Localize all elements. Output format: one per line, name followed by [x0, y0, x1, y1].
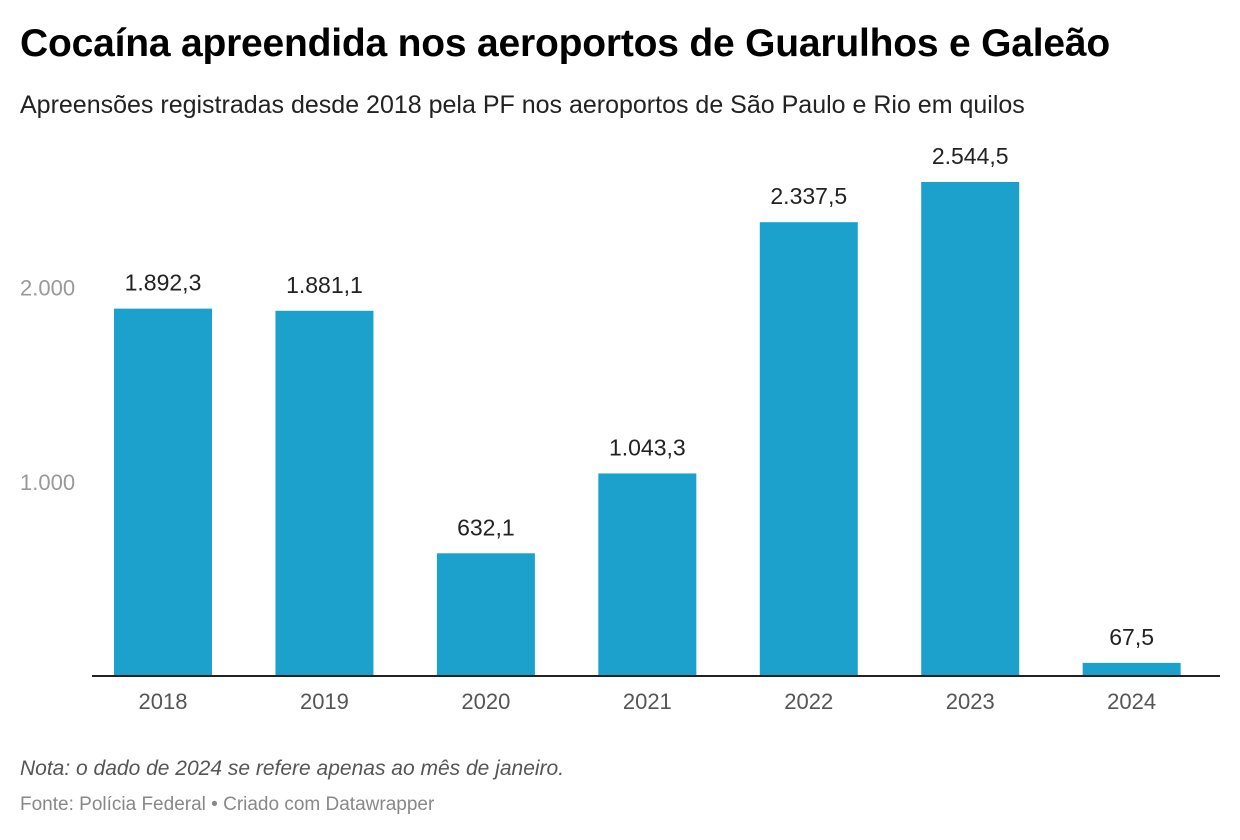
source-text: Fonte: Polícia Federal: [20, 794, 206, 815]
bar-2020[interactable]: [436, 553, 535, 676]
chart-source: Fonte: Polícia Federal • Criado com Data…: [20, 794, 434, 816]
x-tick-label: 2022: [784, 689, 833, 714]
x-tick-label: 2023: [946, 689, 995, 714]
data-label-2022: 2.337,5: [770, 183, 847, 209]
bar-2018[interactable]: [114, 308, 212, 676]
data-label-2018: 1.892,3: [125, 270, 202, 296]
datawrapper-credit-link[interactable]: Criado com Datawrapper: [223, 794, 435, 815]
bar-chart: 1.000 2.000 1.892,3 2018 1.881,1 2019 632,1 202…: [20, 143, 1220, 714]
x-tick-label: 2024: [1107, 689, 1156, 714]
data-label-2019: 1.881,1: [286, 272, 363, 298]
x-tick-label: 2019: [300, 689, 349, 714]
y-tick-label: 1.000: [20, 470, 75, 495]
x-tick-label: 2021: [623, 689, 672, 714]
bar-2019[interactable]: [275, 310, 374, 676]
x-tick-label: 2020: [461, 689, 510, 714]
bar-2021[interactable]: [598, 473, 697, 676]
chart-subtitle: Apreensões registradas desde 2018 pela P…: [20, 91, 1025, 119]
y-tick-label: 2.000: [20, 276, 75, 301]
bar-2024[interactable]: [1082, 662, 1181, 676]
source-separator: •: [211, 794, 218, 815]
data-label-2021: 1.043,3: [609, 434, 686, 460]
data-label-2023: 2.544,5: [932, 143, 1009, 169]
chart-title: Cocaína apreendida nos aeroportos de Gua…: [20, 22, 1110, 65]
bar-2022[interactable]: [759, 222, 858, 676]
bar-2023[interactable]: [921, 182, 1020, 676]
data-label-2024: 67,5: [1109, 624, 1154, 650]
x-tick-label: 2018: [139, 689, 188, 714]
chart-note: Nota: o dado de 2024 se refere apenas ao…: [20, 757, 565, 780]
data-label-2020: 632,1: [457, 514, 515, 540]
